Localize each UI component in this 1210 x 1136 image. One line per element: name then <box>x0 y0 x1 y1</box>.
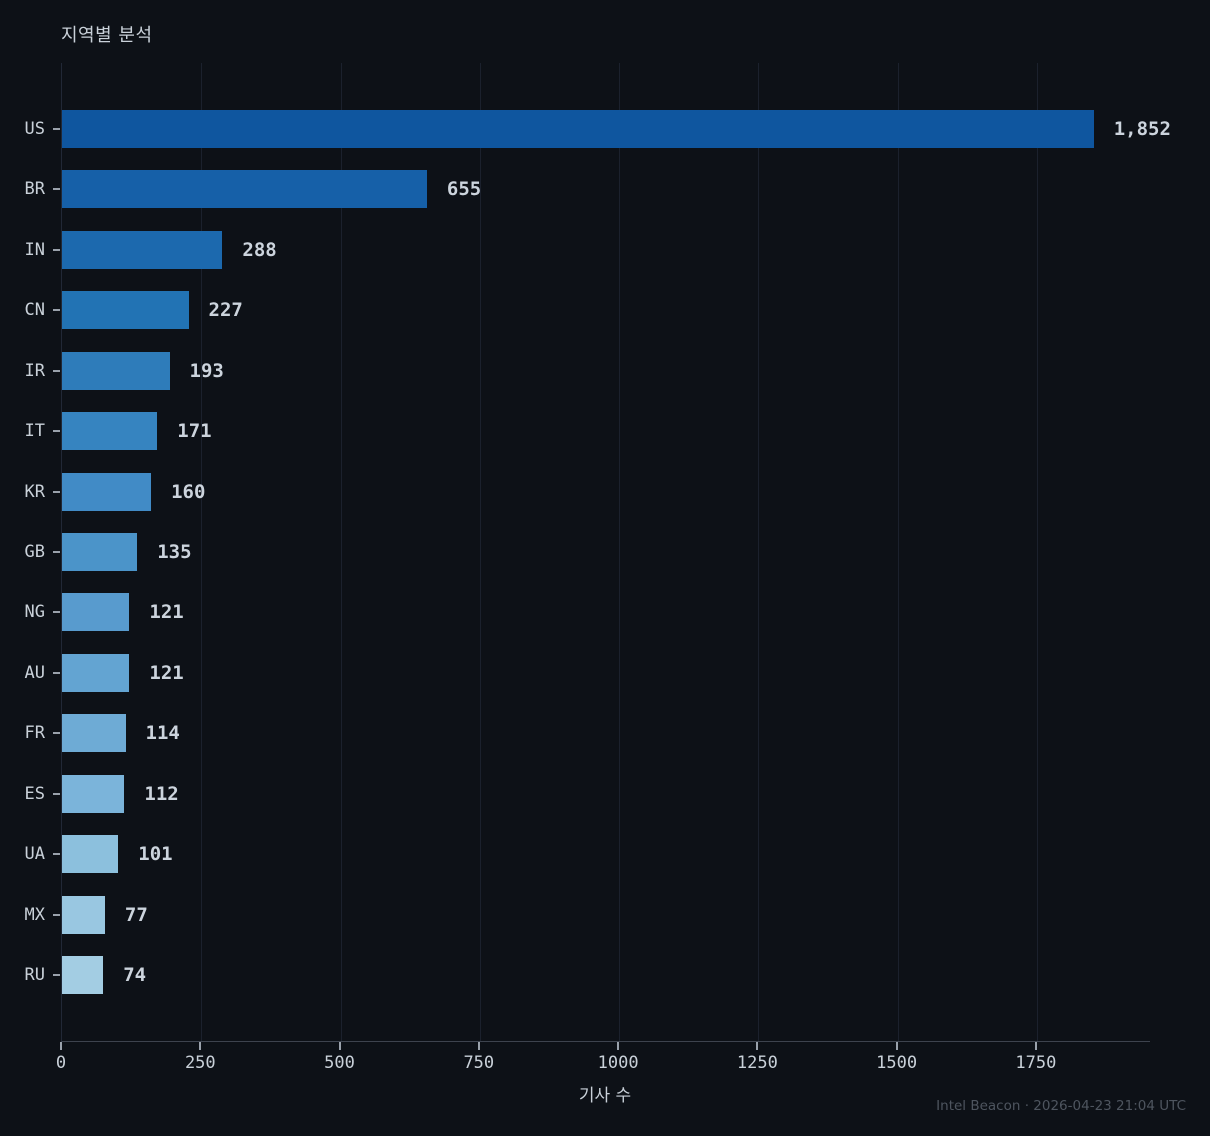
y-tick-mark <box>53 369 60 372</box>
x-gridline <box>201 63 203 1041</box>
bar-ng <box>62 593 130 632</box>
bar-value-label: 121 <box>149 661 184 684</box>
y-tick-mark <box>53 551 60 553</box>
y-tick-mark <box>53 490 60 493</box>
x-tick-mark <box>756 1042 759 1050</box>
bar-gb <box>62 533 138 571</box>
category-label-ru: RU <box>24 965 45 985</box>
category-label-gb: GB <box>24 542 45 562</box>
x-tick-mark <box>477 1042 480 1050</box>
category-label-es: ES <box>24 783 45 804</box>
bar-ua <box>62 835 119 874</box>
x-gridline <box>340 63 342 1041</box>
y-tick-mark <box>53 671 60 674</box>
y-tick-mark <box>53 188 60 191</box>
bar-es <box>62 774 125 813</box>
x-tick-label: 1750 <box>1015 1053 1057 1073</box>
bar-value-label: 227 <box>208 299 243 322</box>
bar-fr <box>62 714 126 753</box>
bar-value-label: 288 <box>242 238 277 261</box>
category-label-in: IN <box>24 239 45 260</box>
category-label-ir: IR <box>24 360 45 381</box>
x-tick-mark <box>60 1042 62 1050</box>
bar-ru <box>62 956 104 994</box>
bar-br <box>62 170 427 209</box>
x-tick-label: 1500 <box>876 1053 918 1073</box>
category-label-fr: FR <box>24 723 45 744</box>
category-label-ng: NG <box>24 602 45 623</box>
chart-title: 지역별 분석 <box>61 25 153 46</box>
bar-in <box>62 230 223 269</box>
x-gridline <box>619 63 621 1041</box>
bar-value-label: 1,852 <box>1113 118 1171 140</box>
y-tick-mark <box>53 128 60 130</box>
y-tick-mark <box>53 913 60 916</box>
y-tick-mark <box>53 792 60 795</box>
bar-kr <box>62 472 152 511</box>
x-tick-label: 500 <box>324 1053 355 1073</box>
bar-ir <box>62 351 170 390</box>
bar-value-label: 74 <box>123 964 147 986</box>
x-tick-label: 1250 <box>736 1053 778 1073</box>
bar-value-label: 101 <box>138 843 173 866</box>
x-tick-mark <box>1034 1042 1037 1050</box>
category-label-ua: UA <box>24 844 45 865</box>
x-gridline <box>897 63 899 1041</box>
y-tick-mark <box>53 974 60 976</box>
x-gridline <box>758 63 760 1041</box>
x-tick-label: 250 <box>184 1053 216 1073</box>
bar-it <box>62 412 158 451</box>
bar-us <box>62 110 1094 148</box>
bar-mx <box>62 895 105 934</box>
y-tick-mark <box>53 853 60 856</box>
x-tick-label: 0 <box>55 1053 67 1073</box>
bar-value-label: 171 <box>177 420 212 443</box>
y-tick-mark <box>53 248 60 251</box>
x-tick-mark <box>617 1042 620 1050</box>
x-gridline <box>479 63 481 1041</box>
category-label-mx: MX <box>24 904 45 925</box>
x-tick-label: 750 <box>463 1053 495 1073</box>
bar-au <box>62 653 130 692</box>
category-label-cn: CN <box>24 300 45 321</box>
x-tick-mark <box>199 1042 202 1050</box>
bar-value-label: 135 <box>157 541 192 563</box>
category-label-br: BR <box>24 179 45 200</box>
y-tick-mark <box>53 611 60 614</box>
y-tick-mark <box>53 430 60 433</box>
category-label-au: AU <box>24 662 45 683</box>
bar-cn <box>62 291 189 330</box>
y-tick-mark <box>53 732 60 735</box>
bar-value-label: 112 <box>144 782 179 805</box>
x-tick-mark <box>338 1042 341 1050</box>
bar-value-label: 193 <box>189 359 224 382</box>
x-gridline <box>1036 63 1038 1041</box>
y-tick-mark <box>53 309 60 312</box>
category-label-it: IT <box>24 421 45 442</box>
footer-attribution: Intel Beacon · 2026-04-23 21:04 UTC <box>936 1098 1186 1114</box>
category-label-us: US <box>24 119 45 139</box>
x-axis-label: 기사 수 <box>578 1086 632 1106</box>
bar-value-label: 77 <box>124 903 148 926</box>
plot-area: 1,852 655 288 227 193 171 160 135 121 121 114 112 10… <box>61 63 1171 1042</box>
bar-value-label: 655 <box>446 178 482 201</box>
x-tick-label: 1000 <box>597 1053 639 1073</box>
bar-value-label: 121 <box>149 601 184 624</box>
category-label-kr: KR <box>24 481 45 502</box>
x-tick-mark <box>895 1042 898 1050</box>
bar-value-label: 160 <box>171 480 206 503</box>
bar-value-label: 114 <box>145 722 180 745</box>
